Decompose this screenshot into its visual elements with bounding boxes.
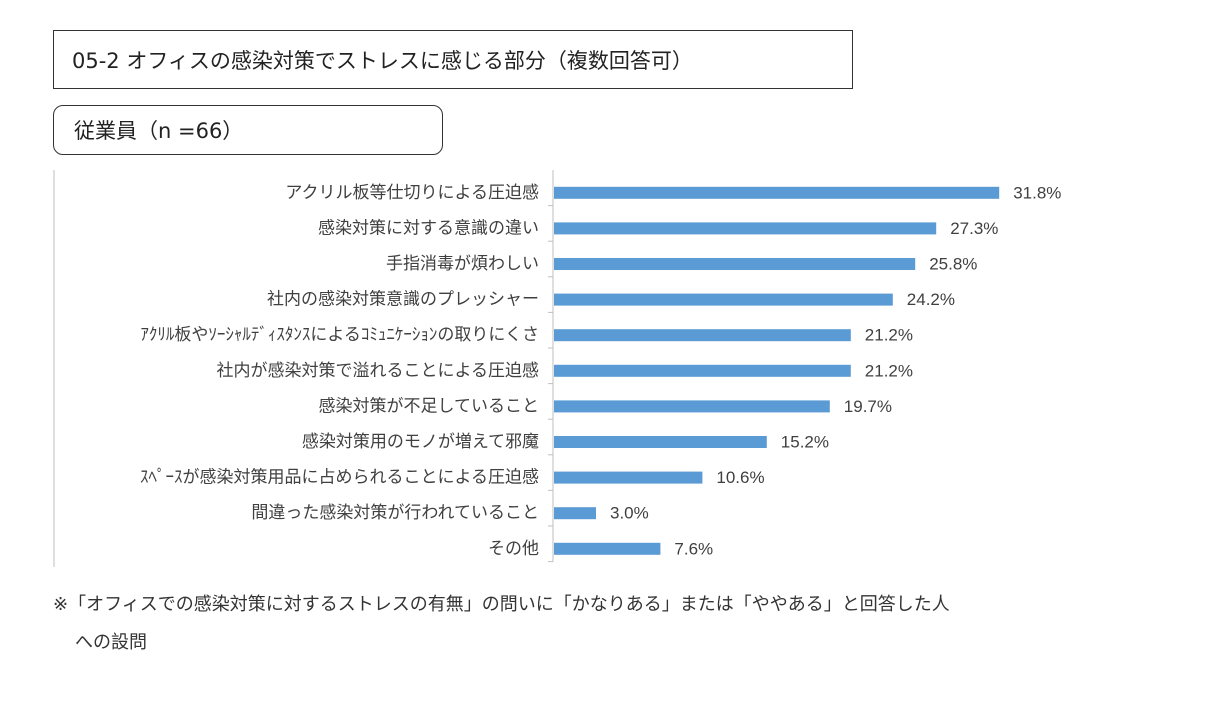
value-label: 7.6% <box>674 539 713 558</box>
category-label: ｱｸﾘﾙ板やｿｰｼｬﾙﾃﾞｨｽﾀﾝｽによるｺﾐｭﾆｹｰｼｮﾝの取りにくさ <box>140 325 539 345</box>
bar <box>554 436 767 448</box>
value-label: 27.3% <box>950 219 998 238</box>
value-label: 15.2% <box>781 432 829 451</box>
bar <box>554 507 596 520</box>
category-label: 間違った感染対策が行われていること <box>251 503 539 523</box>
bar <box>554 293 893 306</box>
respondent-group-label: 従業員（n =66） <box>53 105 443 155</box>
bar <box>554 258 916 270</box>
category-label: 社内の感染対策意識のプレッシャー <box>267 290 539 310</box>
bar-chart: アクリル板等仕切りによる圧迫感 31.8% 感染対策に対する意識の違い 27.3% 手指… <box>53 170 1061 567</box>
bar <box>554 186 1000 199</box>
value-label: 19.7% <box>844 397 892 416</box>
category-label: 手指消毒が煩わしい <box>386 254 539 274</box>
footnote-line-2: への設問 <box>75 632 147 653</box>
bar <box>554 222 937 235</box>
value-label: 24.2% <box>907 290 955 309</box>
bar <box>554 471 703 484</box>
footnote-line-1: ※「オフィスでの感染対策に対するストレスの有無」の問いに「かなりある」または「や… <box>53 594 950 615</box>
category-label: ｽﾍﾟｰｽが感染対策用品に占められることによる圧迫感 <box>140 468 539 488</box>
bar <box>554 542 661 555</box>
category-label: アクリル板等仕切りによる圧迫感 <box>285 183 539 203</box>
category-label: 感染対策に対する意識の違い <box>318 218 539 238</box>
category-label: 感染対策用のモノが増えて邪魔 <box>302 432 539 452</box>
value-label: 3.0% <box>610 504 649 523</box>
bar <box>554 400 830 413</box>
footnote: ※「オフィスでの感染対策に対するストレスの有無」の問いに「かなりある」または「や… <box>53 586 1193 662</box>
category-label: その他 <box>488 539 539 559</box>
value-label: 31.8% <box>1013 183 1061 202</box>
value-label: 25.8% <box>929 254 977 273</box>
value-label: 10.6% <box>716 468 764 487</box>
value-label: 21.2% <box>865 326 913 345</box>
bar <box>554 329 851 342</box>
chart-title-text: 05-2 オフィスの感染対策でストレスに感じる部分（複数回答可） <box>72 48 693 73</box>
value-label: 21.2% <box>865 361 913 380</box>
category-label: 社内が感染対策で溢れることによる圧迫感 <box>217 361 540 381</box>
bar <box>554 364 851 377</box>
category-label: 感染対策が不足していること <box>319 396 540 416</box>
chart-title: 05-2 オフィスの感染対策でストレスに感じる部分（複数回答可） <box>53 30 853 89</box>
respondent-group-text: 従業員（n =66） <box>74 119 244 143</box>
